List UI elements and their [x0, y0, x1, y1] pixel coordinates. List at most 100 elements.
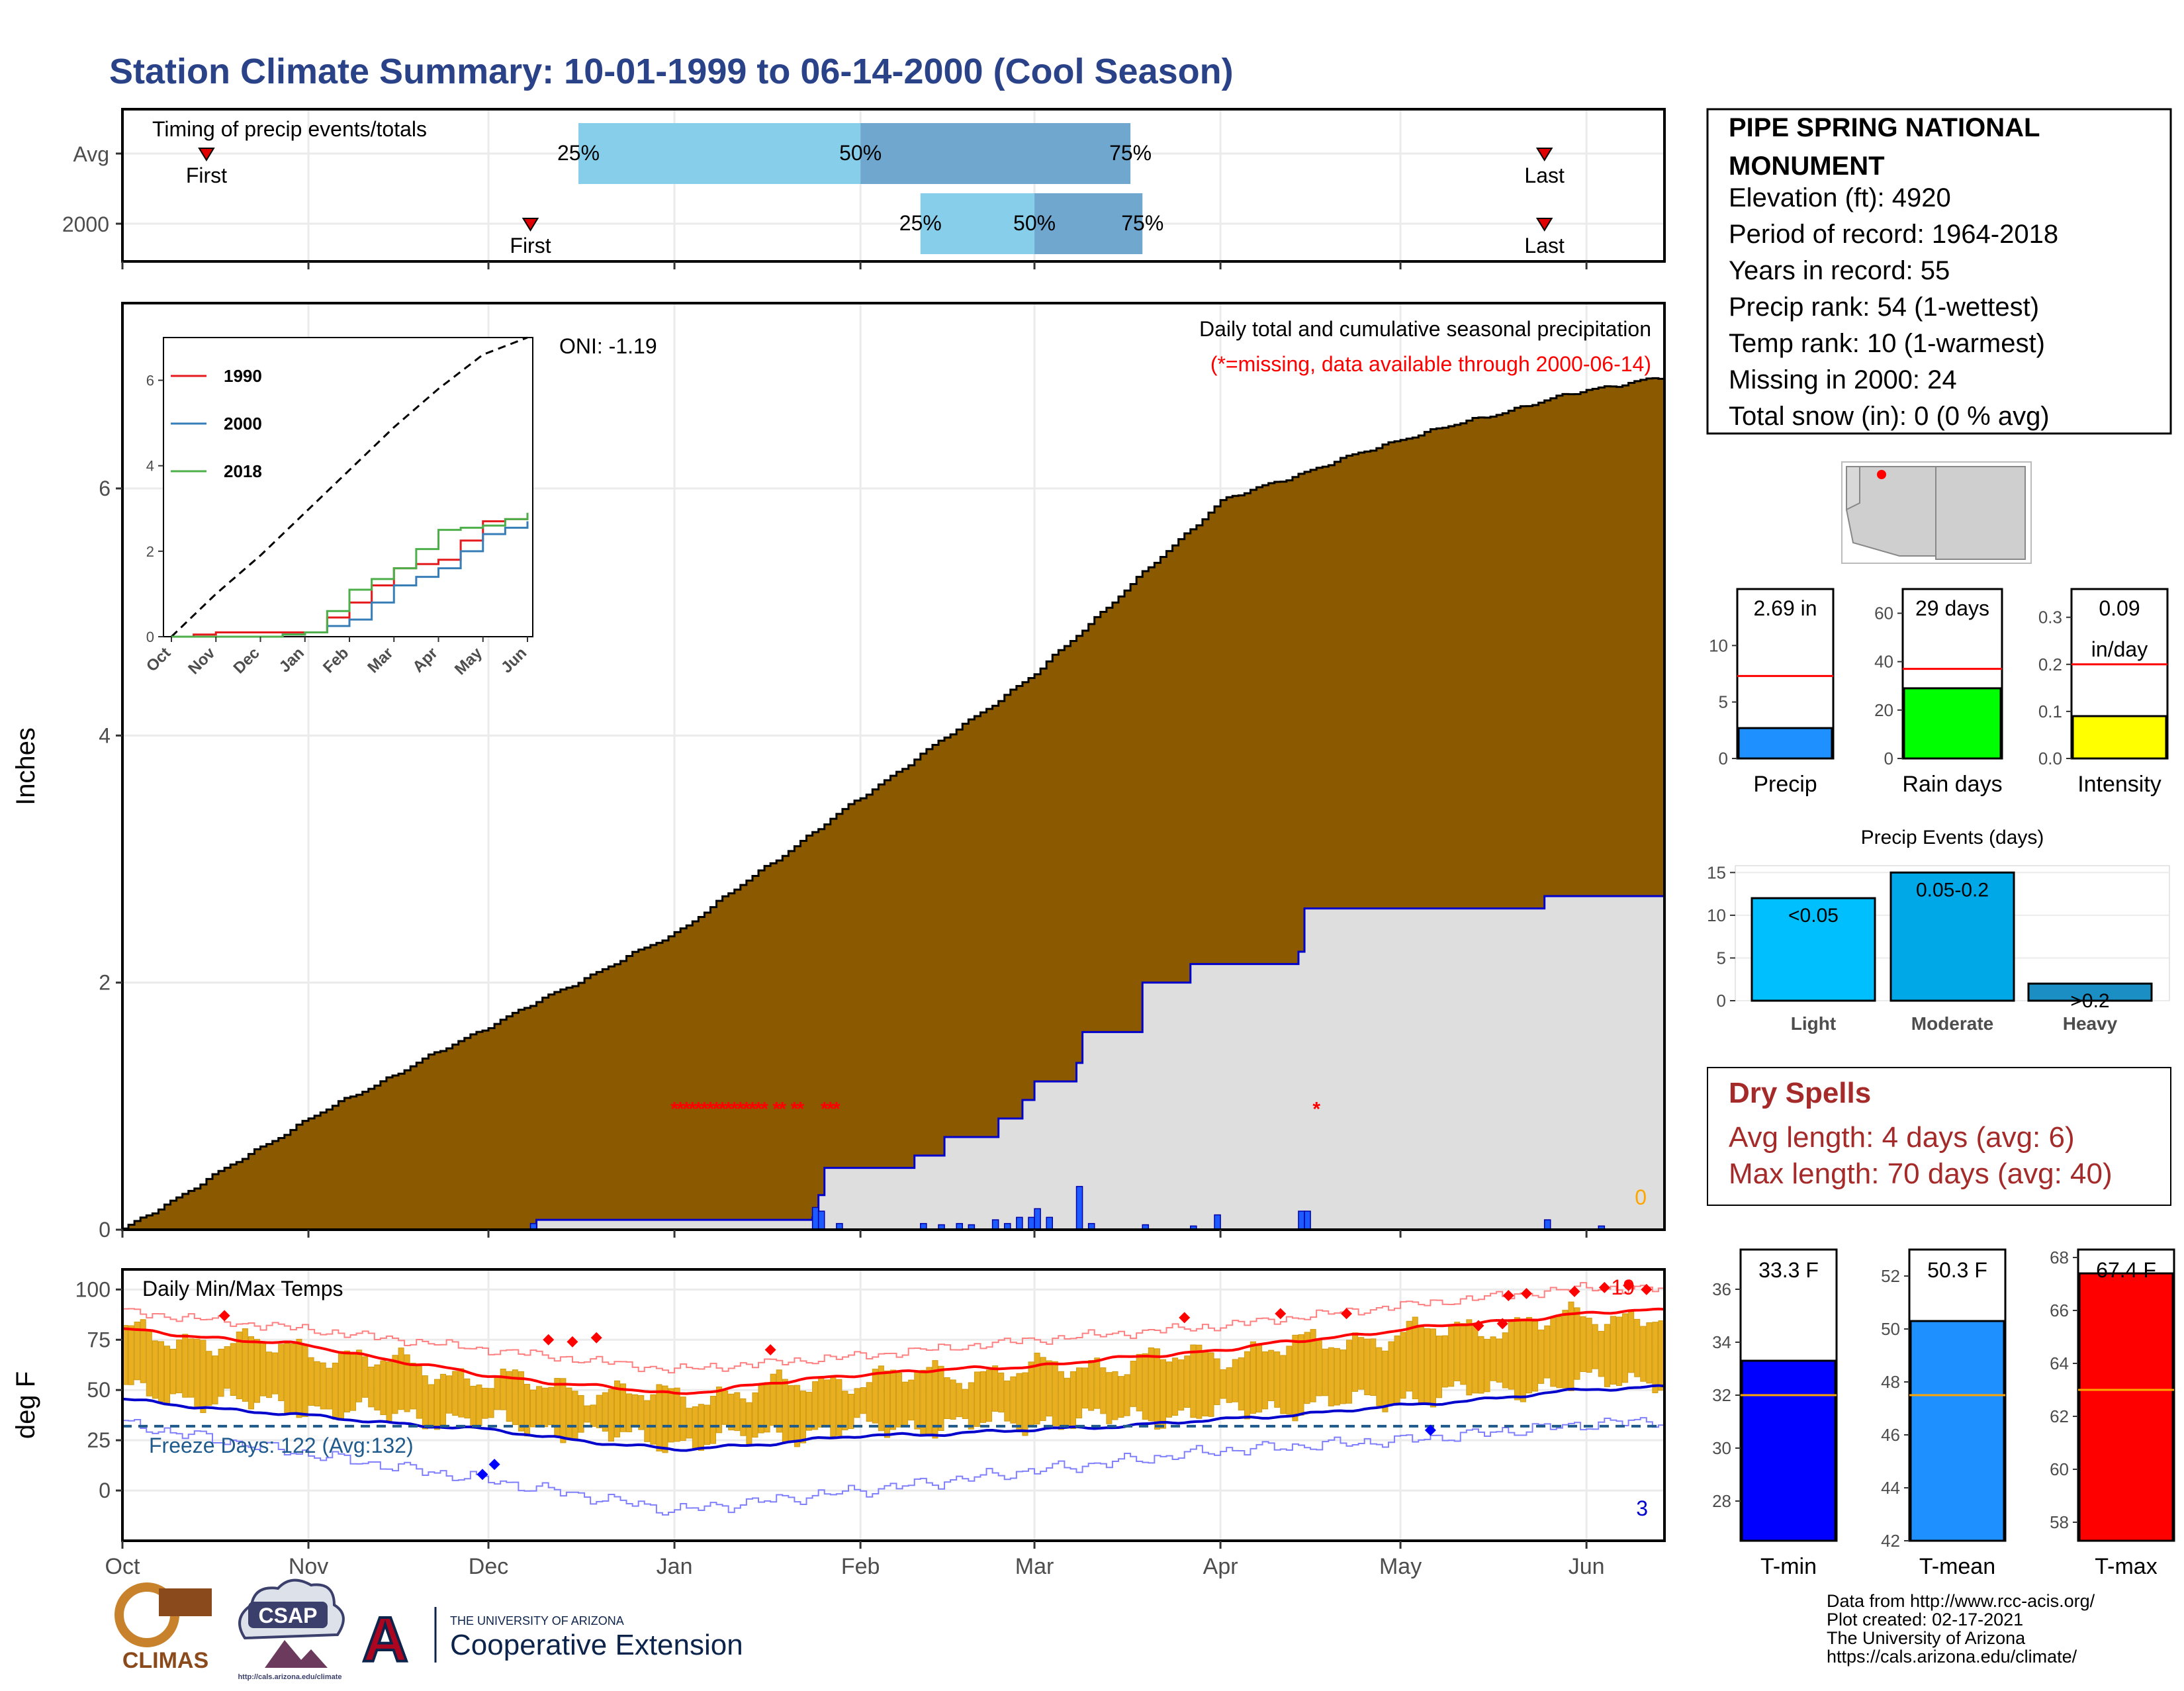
temp-title: Daily Min/Max Temps — [142, 1277, 343, 1301]
daily-temp-bar — [764, 1382, 770, 1433]
temp-ytick-label: 50 — [87, 1378, 111, 1402]
daily-temp-bar — [1232, 1359, 1238, 1402]
daily-temp-bar — [488, 1388, 494, 1418]
timing-frame — [121, 108, 1666, 263]
daily-temp-bar — [578, 1394, 584, 1433]
daily-precip-bar — [1075, 1185, 1083, 1230]
precip-summary-bars: 2.69 in 0 5 10 Precip 29 days 0 20 40 60 Rain days… — [1709, 588, 2169, 797]
record-high-marker — [543, 1334, 555, 1346]
daily-temp-bar — [1640, 1326, 1647, 1382]
daily-temp-bar — [1334, 1348, 1340, 1406]
missing-data-marker: * — [713, 1098, 721, 1120]
precip-panel: **************** ** ** *** *Daily total and … — [11, 302, 1666, 1242]
precip-corner-value: 0 — [1635, 1185, 1647, 1209]
daily-temp-bar — [1226, 1367, 1232, 1403]
daily-temp-bar — [1358, 1337, 1365, 1390]
mini-bar-category: Rain days — [1902, 772, 2002, 797]
daily-temp-bar — [332, 1362, 338, 1420]
daily-temp-bar — [1214, 1358, 1220, 1405]
daily-temp-bar — [1345, 1340, 1353, 1404]
daily-temp-bar — [709, 1396, 717, 1444]
daily-temp-bar — [506, 1371, 512, 1422]
events-bar — [2027, 982, 2153, 1002]
daily-temp-bar — [433, 1379, 441, 1430]
daily-temp-bar — [206, 1351, 212, 1406]
temp-bar-ytick-label: 32 — [1712, 1385, 1731, 1405]
month-label: Nov — [289, 1554, 328, 1579]
daily-temp-bar — [656, 1384, 662, 1451]
temp-bar-ytick-label: 68 — [2050, 1248, 2069, 1267]
daily-temp-bar — [1069, 1371, 1077, 1430]
temp-ytick-label: 75 — [87, 1328, 111, 1351]
precip-ytick-label: 6 — [99, 477, 111, 500]
daily-temp-bar — [1466, 1319, 1473, 1396]
events-bar-range: <0.05 — [1788, 905, 1839, 927]
daily-temp-bar — [1052, 1361, 1058, 1426]
daily-temp-bar — [1154, 1348, 1160, 1430]
daily-temp-bar — [163, 1346, 171, 1404]
daily-temp-bar — [398, 1348, 404, 1410]
inset-ytick-label: 0 — [146, 629, 154, 645]
daily-temp-bar — [1142, 1353, 1148, 1420]
mini-bar-ytick-label: 0 — [1884, 749, 1893, 768]
daily-temp-bar — [464, 1378, 471, 1419]
timing-last-label: Last — [1524, 234, 1565, 257]
daily-temp-bar — [1124, 1374, 1130, 1416]
map-state-newmexico — [1935, 466, 2026, 560]
daily-temp-bar — [979, 1371, 987, 1423]
month-label: Feb — [841, 1554, 880, 1579]
missing-data-marker: * — [754, 1098, 762, 1120]
daily-temp-bar — [1238, 1357, 1244, 1411]
record-high-marker — [1569, 1285, 1580, 1297]
daily-temp-bar — [1532, 1321, 1539, 1392]
daily-temp-bar — [1046, 1360, 1052, 1417]
daily-temp-bar — [776, 1369, 782, 1433]
daily-temp-bar — [1586, 1318, 1592, 1373]
daily-temp-bar — [704, 1404, 710, 1445]
missing-data-marker: * — [772, 1098, 780, 1120]
missing-data-marker: * — [725, 1098, 733, 1120]
daily-temp-bar — [950, 1379, 956, 1420]
missing-data-marker: * — [743, 1098, 751, 1120]
locator-map — [1841, 461, 2032, 564]
daily-temp-bar — [482, 1387, 488, 1419]
daily-temp-bar — [470, 1385, 477, 1429]
daily-temp-bar — [734, 1392, 741, 1432]
daily-temp-bar — [1580, 1316, 1586, 1372]
events-ytick-label: 5 — [1717, 948, 1726, 968]
daily-temp-bar — [1340, 1349, 1346, 1404]
daily-temp-bar — [1622, 1313, 1629, 1383]
timing-last-marker — [1535, 148, 1553, 161]
daily-temp-bar — [404, 1354, 410, 1412]
daily-temp-bar — [1220, 1369, 1226, 1399]
daily-precip-bar — [1046, 1216, 1054, 1230]
daily-temp-bar — [1634, 1318, 1641, 1377]
daily-temp-bar — [614, 1380, 620, 1438]
logos: CLIMAS CSAP http://cals.arizona.edu/climat… — [114, 1578, 743, 1681]
daily-temp-bar — [1490, 1336, 1496, 1381]
csap-logo-mountain — [265, 1640, 328, 1668]
daily-temp-bar — [1538, 1329, 1545, 1384]
missing-data-marker: * — [688, 1098, 696, 1120]
daily-temp-bar — [830, 1377, 837, 1437]
daily-temp-bar — [944, 1377, 950, 1419]
station-info-line: Missing in 2000: 24 — [1729, 365, 1957, 394]
daily-temp-bar — [134, 1321, 140, 1381]
missing-data-marker: * — [833, 1098, 841, 1120]
daily-temp-bar — [422, 1375, 428, 1430]
month-label: Dec — [469, 1554, 508, 1579]
events-category: Moderate — [1911, 1013, 1993, 1034]
temp-bar-ytick-label: 42 — [1881, 1531, 1900, 1551]
mini-bar-ytick-label: 20 — [1874, 700, 1893, 720]
daily-temp-bar — [638, 1395, 645, 1430]
daily-temp-bar — [512, 1369, 518, 1426]
daily-temp-bar — [686, 1408, 692, 1439]
mini-bar-value — [1737, 727, 1833, 760]
temp-bar-value — [1741, 1359, 1837, 1542]
mini-bar-ytick-label: 60 — [1874, 604, 1893, 623]
daily-temp-bar — [872, 1369, 878, 1424]
daily-temp-bar — [1604, 1324, 1610, 1387]
daily-temp-bar — [212, 1355, 218, 1404]
daily-temp-bar — [1394, 1335, 1400, 1404]
